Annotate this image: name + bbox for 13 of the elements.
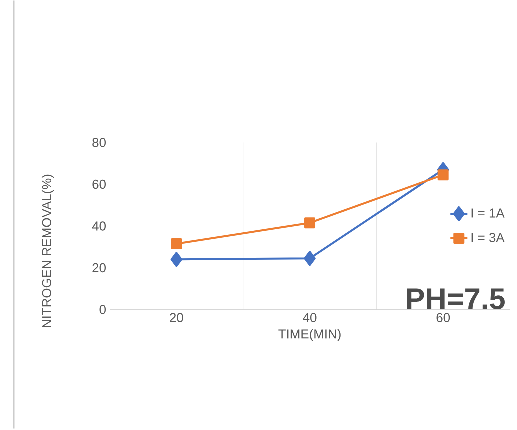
y-tick-label: 60: [92, 180, 106, 190]
y-tick-label: 20: [92, 264, 106, 273]
legend-label: I = 1A: [472, 209, 505, 218]
annotation: PH=7.5: [407, 288, 505, 310]
y-tick-label: 0: [100, 305, 106, 315]
x-tick-label: 60: [436, 314, 450, 323]
y-axis-title: NITROGEN REMOVAL(%): [42, 175, 54, 328]
legend-label: I = 3A: [472, 233, 505, 243]
y-tick-label: 80: [92, 138, 106, 148]
x-tick-label: 20: [170, 314, 184, 323]
x-axis-title: TIME(MIN): [278, 330, 341, 342]
x-tick-label: 40: [303, 314, 317, 323]
y-tick-label: 40: [92, 222, 106, 232]
